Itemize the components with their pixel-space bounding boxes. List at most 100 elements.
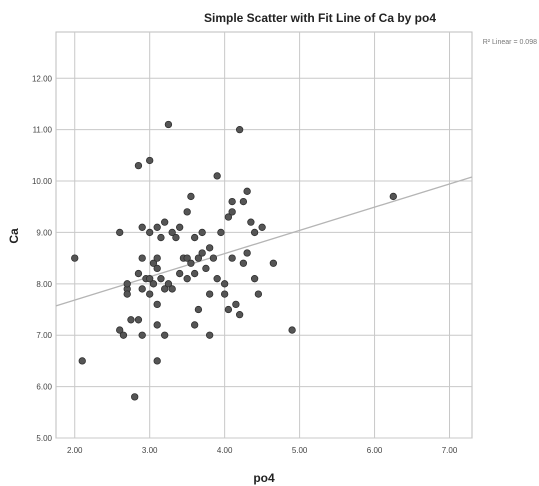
data-point [146,290,154,298]
data-point [206,331,214,339]
data-points [71,120,397,401]
data-point [78,357,86,365]
data-point [254,290,263,298]
data-point [153,254,161,262]
data-point [220,280,229,288]
data-point [235,125,244,134]
data-point [213,172,221,180]
data-point [161,331,169,339]
x-tick-label: 4.00 [217,446,233,455]
data-point [116,326,124,334]
data-point [168,228,176,237]
data-point [149,259,158,267]
y-tick-label: 5.00 [36,434,52,443]
x-tick-label: 7.00 [442,446,458,455]
data-point [183,275,191,283]
data-point [153,264,161,273]
data-point [220,290,229,298]
data-point [239,197,248,206]
data-point [146,228,154,237]
data-point [161,218,169,226]
data-point [127,316,135,324]
data-point [224,305,233,314]
data-point [194,305,203,314]
data-point [269,259,278,267]
data-point [232,300,240,309]
data-point [288,326,296,334]
y-tick-label: 6.00 [36,383,52,392]
chart-title: Simple Scatter with Fit Line of Ca by po… [204,11,436,25]
x-tick-label: 2.00 [67,446,83,455]
data-point [157,275,165,283]
data-point [206,244,214,252]
data-point [123,290,131,298]
data-point [157,233,165,242]
data-point [153,223,161,231]
data-point [153,357,161,365]
data-point [138,285,146,293]
data-point [168,285,176,293]
data-point [123,280,131,288]
data-point [116,228,124,237]
data-point [119,331,128,339]
data-point [191,321,199,329]
data-point [250,275,259,283]
data-point [149,280,158,288]
plot-area [55,31,473,439]
data-point [138,223,146,231]
y-tick-label: 10.00 [32,177,53,186]
x-tick-label: 5.00 [292,446,308,455]
data-point [138,254,146,262]
data-point [209,254,218,262]
data-point [250,228,259,237]
x-tick-label: 6.00 [367,446,383,455]
data-point [164,120,173,129]
data-point [224,213,233,221]
y-tick-label: 9.00 [36,228,52,237]
data-point [228,197,236,206]
x-tick-label: 3.00 [142,446,158,455]
data-point [138,331,146,339]
data-point [131,393,139,401]
data-point [146,156,154,165]
data-point [153,300,161,309]
data-point [183,208,191,216]
y-tick-label: 11.00 [33,126,53,135]
data-point [258,223,266,231]
y-tick-label: 7.00 [36,331,52,340]
y-tick-label: 8.00 [36,280,52,289]
data-point [228,208,236,216]
data-point [247,218,255,226]
data-point [134,316,143,324]
data-point [153,321,161,329]
fit-line-label: R² Linear = 0.098 [483,39,537,46]
data-point [235,311,244,319]
data-point [164,280,173,288]
data-point [176,223,184,231]
data-point [172,233,180,242]
data-point [239,259,248,267]
data-point [183,254,191,262]
data-point [243,249,251,257]
data-point [191,269,199,278]
data-point [198,249,206,257]
data-point [202,264,210,273]
y-tick-label: 12.00 [32,74,53,83]
data-point [161,285,169,293]
y-tick-labels: 5.00 6.00 7.00 8.00 9.00 10.00 11.00 12.00 [32,74,53,443]
y-axis-label: Ca [7,228,21,244]
data-point [213,275,221,283]
data-point [206,290,214,298]
data-point [217,228,225,237]
x-tick-labels: 2.00 3.00 4.00 5.00 6.00 7.00 [67,446,458,455]
data-point [71,254,79,262]
data-point [134,161,143,170]
data-point [146,275,154,283]
data-point [134,269,143,278]
data-point [198,228,206,237]
data-point [187,192,195,201]
data-point [191,233,199,242]
x-axis-label: po4 [253,471,275,485]
data-point [243,187,251,195]
